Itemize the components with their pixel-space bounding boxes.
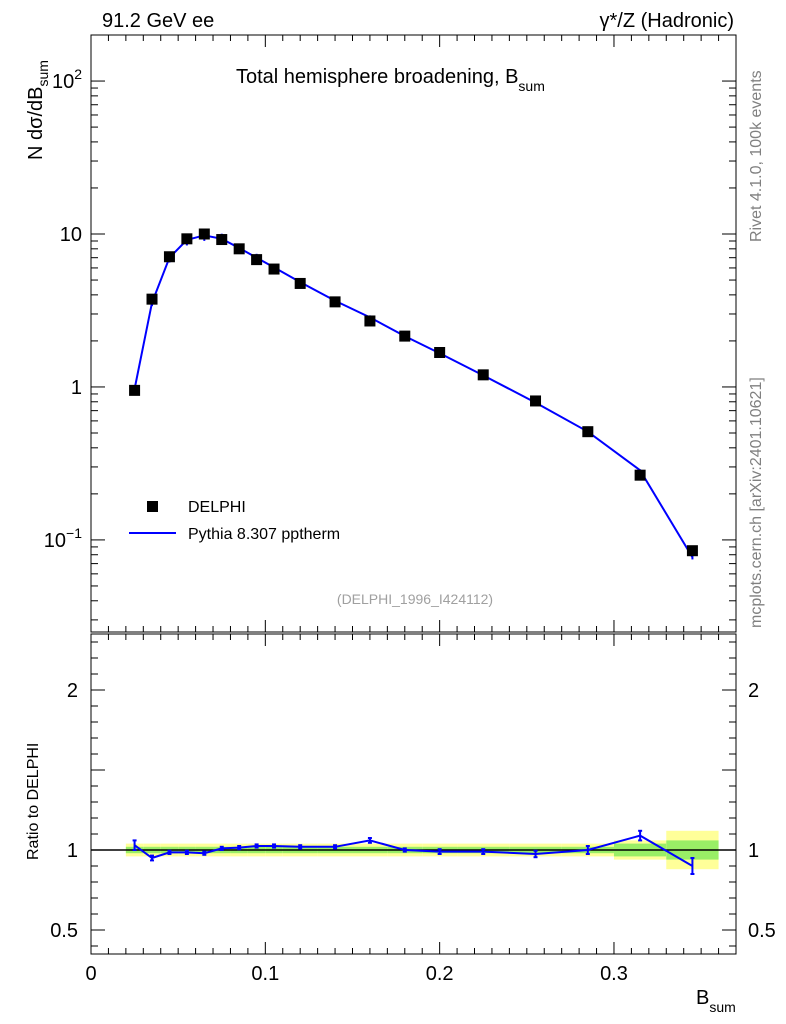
data-point bbox=[399, 330, 411, 342]
data-point bbox=[216, 234, 228, 246]
data-point bbox=[146, 293, 158, 305]
y-tick-label: 1 bbox=[71, 377, 82, 399]
x-axis-label-sub: sum bbox=[709, 999, 735, 1015]
data-point bbox=[329, 296, 341, 308]
x-axis-label: Bsum bbox=[696, 987, 736, 1015]
data-point bbox=[198, 228, 210, 240]
data-point bbox=[294, 277, 306, 289]
data-point bbox=[634, 469, 646, 481]
data-point bbox=[251, 254, 263, 266]
data-point bbox=[268, 263, 280, 275]
ratio-plot-frame bbox=[90, 633, 737, 955]
ratio-y-tick-label: 1 bbox=[67, 840, 78, 862]
ratio-y-axis-label: Ratio to DELPHI bbox=[25, 743, 42, 860]
legend-data-label: DELPHI bbox=[188, 499, 246, 516]
chart-title-sub: sum bbox=[518, 78, 544, 94]
x-tick-label: 0.1 bbox=[251, 963, 279, 985]
header-left: 91.2 GeV ee bbox=[102, 10, 214, 32]
data-point bbox=[364, 315, 376, 327]
legend-mc-label: Pythia 8.307 pptherm bbox=[188, 526, 340, 543]
analysis-reference: (DELPHI_1996_I424112) bbox=[337, 591, 493, 607]
data-point bbox=[686, 545, 698, 557]
x-tick-label: 0.2 bbox=[426, 963, 454, 985]
ratio-y-tick-label: 0.5 bbox=[50, 920, 78, 942]
x-tick-label: 0.3 bbox=[600, 963, 628, 985]
data-point bbox=[582, 426, 594, 438]
ratio-y-tick-label-right: 0.5 bbox=[748, 920, 776, 942]
y-axis-label: N dσ/dBsum bbox=[25, 60, 51, 160]
main-plot-frame bbox=[90, 34, 737, 633]
y-tick-label: 10 bbox=[60, 224, 82, 246]
data-point bbox=[530, 395, 542, 407]
data-point bbox=[181, 233, 193, 245]
x-tick-label: 0 bbox=[85, 963, 96, 985]
data-point bbox=[129, 384, 141, 396]
data-point bbox=[163, 251, 175, 263]
chart-title: Total hemisphere broadening, Bsum bbox=[236, 66, 545, 94]
side-text-version: Rivet 4.1.0, 100k events bbox=[748, 70, 765, 242]
data-point bbox=[434, 346, 446, 358]
ratio-y-tick-label-right: 1 bbox=[748, 840, 759, 862]
legend-data-marker bbox=[147, 501, 158, 512]
header-right: γ*/Z (Hadronic) bbox=[600, 10, 734, 32]
y-axis-label-sub: sum bbox=[35, 60, 51, 86]
ratio-y-tick-label: 2 bbox=[67, 680, 78, 702]
data-point bbox=[477, 369, 489, 381]
data-point bbox=[233, 243, 245, 255]
side-text-source: mcplots.cern.ch [arXiv:2401.10621] bbox=[748, 377, 765, 628]
y-tick-label: 102 bbox=[52, 66, 82, 93]
ratio-y-tick-label-right: 2 bbox=[748, 680, 759, 702]
y-tick-label: 10−1 bbox=[44, 525, 82, 552]
